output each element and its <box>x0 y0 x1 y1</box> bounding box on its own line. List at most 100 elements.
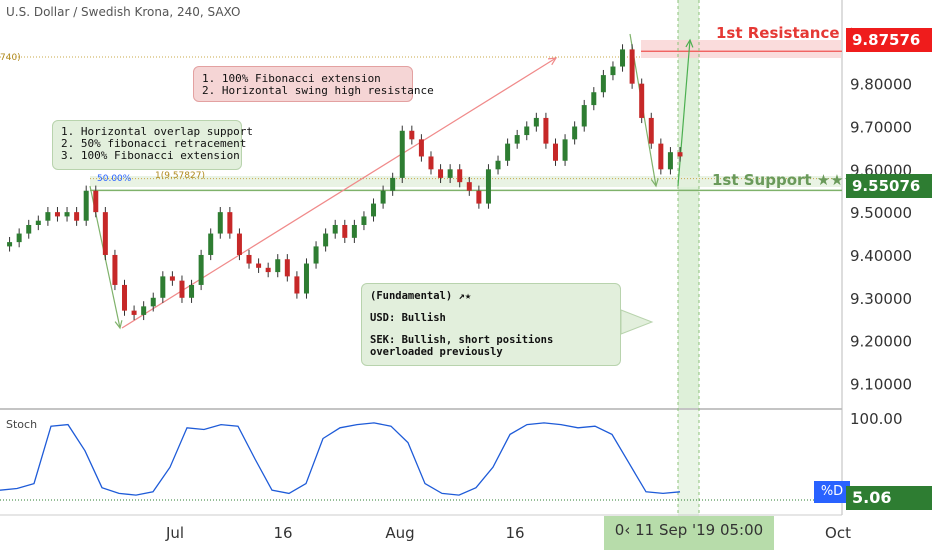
chart-title: U.S. Dollar / Swedish Krona, 240, SAXO <box>6 5 241 19</box>
candle-body <box>667 152 673 170</box>
projection-arrow-up-head <box>547 57 558 66</box>
candle-body <box>610 66 616 76</box>
candle-body <box>371 203 377 217</box>
candle-body <box>543 117 549 144</box>
impulse-arrow-down-2-head <box>650 178 659 188</box>
candle-body <box>572 126 578 140</box>
candle-body <box>131 310 137 315</box>
candle-body <box>351 224 357 238</box>
x-tick-label: 16 <box>505 524 524 542</box>
candle-body <box>294 276 300 294</box>
candle-body <box>447 169 453 178</box>
x-tick-label: 16 <box>273 524 292 542</box>
x-tick-label: Aug <box>385 524 414 542</box>
candle-body <box>591 92 597 106</box>
candle-body <box>112 254 118 285</box>
candle-body <box>533 117 539 127</box>
candle-body <box>361 216 367 225</box>
y-tick-label: 9.50000 <box>850 204 912 222</box>
candle-body <box>284 259 290 277</box>
candle-body <box>514 135 520 144</box>
stoch-top-label: 100.00 <box>850 410 903 428</box>
candle-body <box>35 220 41 225</box>
stoch-d-badge: %D <box>814 481 850 503</box>
support-price-tag: 9.55076 <box>846 174 932 198</box>
candle-body <box>83 190 89 221</box>
candle-body <box>217 212 223 234</box>
candle-body <box>505 143 511 161</box>
projection-arrow-up <box>121 57 557 329</box>
candle-body <box>323 233 329 247</box>
candle-body <box>648 117 654 144</box>
candle-body <box>457 169 463 183</box>
fundamental-title: (Fundamental) ↗★ <box>370 290 472 302</box>
resistance-note: 1. 100% Fibonacci extension 2. Horizonta… <box>193 66 434 102</box>
candle-body <box>390 177 396 191</box>
y-tick-label: 9.40000 <box>850 247 912 265</box>
candle-body <box>26 224 32 234</box>
support-label: 1st Support ★★★ <box>712 171 858 189</box>
y-tick-label: 9.70000 <box>850 118 912 136</box>
stoch-line <box>0 422 681 496</box>
candle-body <box>275 259 281 273</box>
candle-body <box>64 212 70 217</box>
candle-body <box>208 233 214 255</box>
stoch-label: Stoch <box>6 418 38 431</box>
fundamental-usd: USD: Bullish <box>370 312 446 324</box>
candle-body <box>179 280 185 298</box>
fundamental-note-pointer <box>620 309 654 335</box>
fundamental-note: (Fundamental) ↗★ USD: Bullish SEK: Bulli… <box>361 283 621 366</box>
candle-body <box>141 306 147 315</box>
crosshair-date-box: 0‹ 11 Sep '19 05:00 <box>604 516 774 550</box>
candle-body <box>380 190 386 204</box>
candle-body <box>313 246 319 264</box>
candle-body <box>524 126 530 136</box>
target-arrow-up <box>677 39 691 187</box>
candle-body <box>16 233 22 243</box>
fundamental-sek: SEK: Bullish, short positions overloaded… <box>370 334 554 358</box>
candle-body <box>418 139 424 157</box>
support-band <box>90 176 841 187</box>
candle-body <box>7 242 13 247</box>
y-tick-label: 9.30000 <box>850 290 912 308</box>
candle-body <box>332 224 338 234</box>
candle-body <box>399 130 405 178</box>
candle-body <box>265 267 271 273</box>
candle-body <box>658 143 664 170</box>
resistance-band <box>641 40 841 58</box>
candle-body <box>466 182 472 191</box>
fib-50-label: 50.00% <box>97 174 132 184</box>
candle-body <box>562 139 568 161</box>
support-note-line-1: 1. Horizontal overlap support <box>61 125 254 138</box>
candle-body <box>74 212 80 221</box>
resistance-label: 1st Resistance ★ <box>716 24 859 42</box>
candle-body <box>54 212 60 217</box>
candle-body <box>303 263 309 294</box>
stoch-value-tag: 5.06 <box>846 486 932 510</box>
candle-body <box>256 263 262 268</box>
candle-body <box>102 212 108 255</box>
support-note-line-3: 3. 100% Fibonacci extension <box>61 149 240 162</box>
candle-body <box>169 276 175 281</box>
candle-body <box>620 49 626 67</box>
candle-body <box>476 190 482 204</box>
candle-body <box>236 233 242 255</box>
candle-body <box>409 130 415 140</box>
candle-body <box>677 152 683 157</box>
resistance-price-tag: 9.87576 <box>846 28 932 52</box>
x-tick-label: Oct <box>825 524 851 542</box>
candle-body <box>428 156 434 170</box>
support-note: 1. Horizontal overlap support 2. 50% fib… <box>52 120 254 170</box>
x-tick-label: Jul <box>165 524 184 542</box>
candle-body <box>246 254 252 264</box>
candle-body <box>122 284 128 311</box>
candle-body <box>93 190 99 213</box>
candle-body <box>160 276 166 298</box>
candle-body <box>485 169 491 204</box>
candle-body <box>495 160 501 170</box>
fib-left-label: 740) <box>0 53 21 63</box>
projection-zone-stoch <box>678 410 699 516</box>
projection-zone <box>678 0 699 408</box>
candle-body <box>552 143 558 161</box>
